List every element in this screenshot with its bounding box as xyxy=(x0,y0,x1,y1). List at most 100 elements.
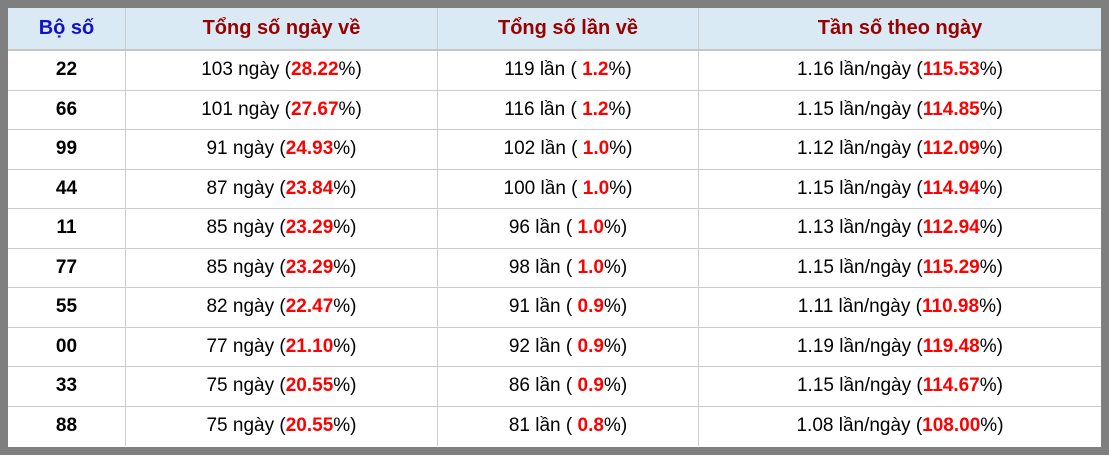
pair-cell: 11 xyxy=(56,217,77,239)
frequency-cell: 1.19 lần/ngày (119.48%) xyxy=(698,327,1101,366)
days-text: 75 ngày ( xyxy=(206,375,286,397)
days-percent: 23.29 xyxy=(285,217,334,239)
pair-cell: 44 xyxy=(55,177,78,199)
frequency-cell: 1.15 lần/ngày (115.29%) xyxy=(698,248,1101,287)
days-text: 85 ngày ( xyxy=(206,256,286,278)
frequency-percent: 108.00 xyxy=(922,415,981,437)
days-close: %) xyxy=(338,98,362,120)
times-close: %) xyxy=(603,256,628,278)
times-close: %) xyxy=(603,217,628,239)
times-cell: 81 lần ( 0.8%) xyxy=(437,406,698,446)
times-cell: 102 lần ( 1.0%) xyxy=(437,130,698,169)
frequency-text: 1.15 lần/ngày ( xyxy=(796,256,923,278)
times-cell: 119 lần ( 1.2%) xyxy=(437,51,698,90)
frequency-close: %) xyxy=(980,415,1004,437)
times-percent: 1.0 xyxy=(582,177,610,199)
times-text: 91 lần ( xyxy=(508,296,578,318)
times-percent: 0.8 xyxy=(577,415,604,437)
days-text: 75 ngày ( xyxy=(206,415,286,437)
pair-cell: 66 xyxy=(55,98,78,120)
frequency-close: %) xyxy=(979,98,1003,120)
days-close: %) xyxy=(338,59,362,81)
days-cell: 101 ngày (27.67%) xyxy=(125,90,437,129)
frequency-text: 1.13 lần/ngày ( xyxy=(796,217,923,239)
frequency-close: %) xyxy=(979,177,1003,199)
frequency-text: 1.08 lần/ngày ( xyxy=(796,415,923,437)
days-percent: 27.67 xyxy=(291,98,339,120)
days-percent: 21.10 xyxy=(285,335,334,357)
days-close: %) xyxy=(333,415,357,437)
frequency-percent: 119.48 xyxy=(922,335,980,357)
table-row: 33 75 ngày (20.55%) 86 lần ( 0.9%) 1.15 … xyxy=(8,367,1101,407)
days-close: %) xyxy=(333,335,357,357)
days-cell: 77 ngày (21.10%) xyxy=(125,327,437,366)
days-text: 101 ngày ( xyxy=(201,98,291,120)
times-close: %) xyxy=(609,177,633,199)
times-cell: 98 lần ( 1.0%) xyxy=(437,248,698,287)
times-percent: 1.2 xyxy=(582,98,609,120)
days-close: %) xyxy=(333,375,357,397)
frequency-cell: 1.11 lần/ngày (110.98%) xyxy=(698,288,1101,327)
times-text: 116 lần ( xyxy=(504,98,583,120)
pair-cell: 88 xyxy=(55,415,78,437)
times-cell: 91 lần ( 0.9%) xyxy=(437,288,698,327)
header-daily-frequency: Tần số theo ngày xyxy=(698,8,1101,49)
days-cell: 82 ngày (22.47%) xyxy=(125,288,437,327)
days-close: %) xyxy=(333,256,357,278)
frequency-cell: 1.13 lần/ngày (112.94%) xyxy=(698,209,1101,248)
times-text: 119 lần ( xyxy=(504,59,583,81)
frequency-cell: 1.12 lần/ngày (112.09%) xyxy=(698,130,1101,169)
times-percent: 1.0 xyxy=(577,217,604,239)
header-pair: Bộ số xyxy=(38,17,95,39)
times-close: %) xyxy=(609,138,633,160)
pair-cell: 99 xyxy=(55,138,78,160)
times-close: %) xyxy=(608,59,632,81)
days-cell: 85 ngày (23.29%) xyxy=(125,209,437,248)
times-close: %) xyxy=(603,296,628,318)
frequency-close: %) xyxy=(979,256,1003,278)
frequency-close: %) xyxy=(979,296,1003,318)
frequency-text: 1.16 lần/ngày ( xyxy=(796,59,923,81)
frequency-cell: 1.15 lần/ngày (114.67%) xyxy=(698,367,1101,406)
table-row: 77 85 ngày (23.29%) 98 lần ( 1.0%) 1.15 … xyxy=(8,248,1101,288)
days-text: 85 ngày ( xyxy=(206,217,286,239)
frequency-close: %) xyxy=(979,335,1003,357)
pair-cell: 22 xyxy=(55,59,78,81)
days-text: 82 ngày ( xyxy=(206,296,286,318)
frequency-close: %) xyxy=(979,138,1003,160)
frequency-close: %) xyxy=(979,375,1003,397)
days-percent: 20.55 xyxy=(285,375,334,397)
header-total-times: Tổng số lần về xyxy=(437,8,698,49)
days-close: %) xyxy=(333,296,357,318)
frequency-close: %) xyxy=(979,217,1003,239)
table-row: 00 77 ngày (21.10%) 92 lần ( 0.9%) 1.19 … xyxy=(8,327,1101,367)
days-text: 91 ngày ( xyxy=(206,138,286,160)
frequency-text: 1.15 lần/ngày ( xyxy=(796,98,923,120)
frequency-cell: 1.15 lần/ngày (114.85%) xyxy=(698,90,1101,129)
frequency-text: 1.15 lần/ngày ( xyxy=(796,177,923,199)
table-row: 99 91 ngày (24.93%) 102 lần ( 1.0%) 1.12… xyxy=(8,130,1101,170)
days-cell: 103 ngày (28.22%) xyxy=(125,51,437,90)
times-text: 98 lần ( xyxy=(508,256,578,278)
times-percent: 1.2 xyxy=(582,59,609,81)
frequency-percent: 114.85 xyxy=(922,98,980,120)
days-cell: 75 ngày (20.55%) xyxy=(125,406,437,446)
days-percent: 24.93 xyxy=(285,138,334,160)
times-cell: 100 lần ( 1.0%) xyxy=(437,169,698,208)
days-cell: 75 ngày (20.55%) xyxy=(125,367,437,406)
times-text: 102 lần ( xyxy=(503,138,583,160)
times-text: 86 lần ( xyxy=(508,375,578,397)
days-cell: 87 ngày (23.84%) xyxy=(125,169,437,208)
table-row: 44 87 ngày (23.84%) 100 lần ( 1.0%) 1.15… xyxy=(8,169,1101,209)
days-percent: 20.55 xyxy=(285,415,334,437)
frequency-percent: 112.09 xyxy=(922,138,980,160)
times-percent: 1.0 xyxy=(577,256,604,278)
pair-cell: 33 xyxy=(55,375,78,397)
times-percent: 0.9 xyxy=(577,296,604,318)
frequency-percent: 110.98 xyxy=(921,296,980,318)
times-cell: 96 lần ( 1.0%) xyxy=(437,209,698,248)
times-cell: 92 lần ( 0.9%) xyxy=(437,327,698,366)
times-cell: 116 lần ( 1.2%) xyxy=(437,90,698,129)
